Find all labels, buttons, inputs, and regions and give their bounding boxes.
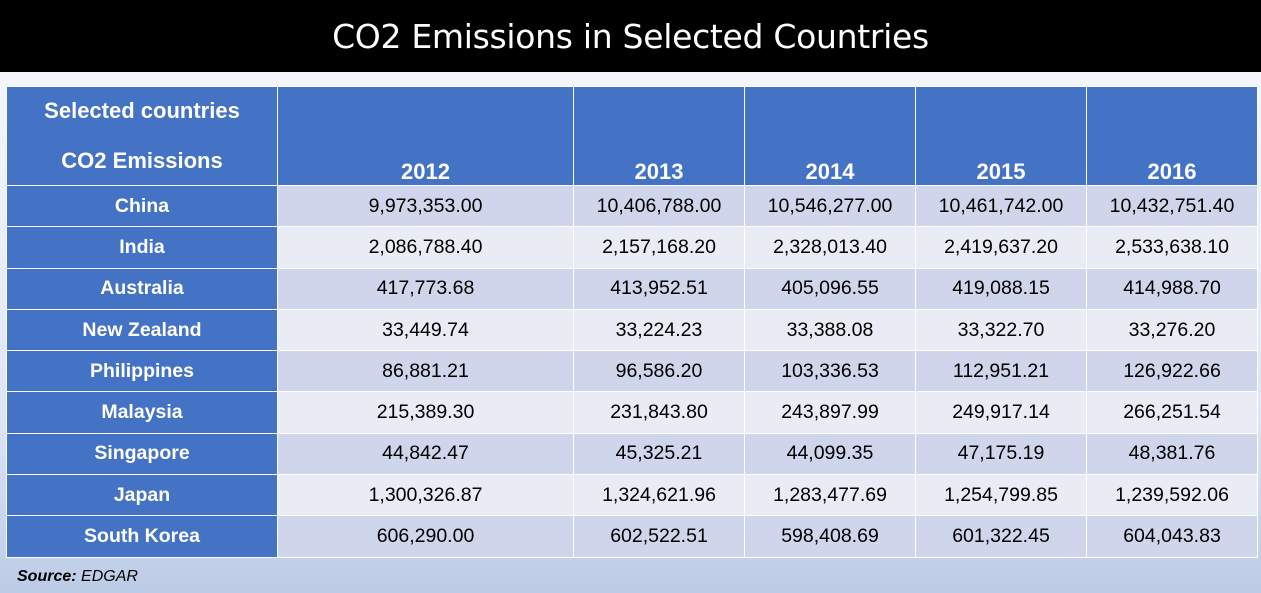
- value-cell: 33,276.20: [1086, 308, 1258, 352]
- value-cell: 45,325.21: [573, 432, 745, 476]
- value-cell: 44,099.35: [744, 432, 916, 476]
- value-cell: 249,917.14: [915, 391, 1087, 434]
- value-cell: 33,322.70: [915, 308, 1087, 352]
- table-row: India 2,086,788.40 2,157,168.20 2,328,013.4…: [6, 226, 1258, 269]
- country-cell: China: [6, 184, 278, 228]
- value-cell: 48,381.76: [1086, 432, 1258, 476]
- value-cell: 96,586.20: [573, 350, 745, 393]
- value-cell: 33,449.74: [277, 308, 574, 352]
- value-cell: 1,254,799.85: [915, 474, 1087, 517]
- table-row: Australia 417,773.68 413,952.51 405,096.55 4…: [6, 267, 1258, 310]
- country-cell: New Zealand: [6, 308, 278, 352]
- country-cell: Malaysia: [6, 391, 278, 434]
- value-cell: 417,773.68: [277, 267, 574, 310]
- year-header-2014: 2014: [744, 86, 916, 186]
- emissions-table: Selected countries CO2 Emissions 2012 201…: [6, 86, 1258, 558]
- value-cell: 2,157,168.20: [573, 226, 745, 269]
- table-row: Philippines 86,881.21 96,586.20 103,336.53 1…: [6, 350, 1258, 393]
- value-cell: 231,843.80: [573, 391, 745, 434]
- value-cell: 2,533,638.10: [1086, 226, 1258, 269]
- table-row: Malaysia 215,389.30 231,843.80 243,897.99 24…: [6, 391, 1258, 434]
- value-cell: 1,300,326.87: [277, 474, 574, 517]
- country-cell: South Korea: [6, 515, 278, 558]
- table-row: China 9,973,353.00 10,406,788.00 10,546,277…: [6, 184, 1258, 228]
- country-cell: India: [6, 226, 278, 269]
- value-cell: 9,973,353.00: [277, 184, 574, 228]
- value-cell: 1,324,621.96: [573, 474, 745, 517]
- value-cell: 1,283,477.69: [744, 474, 916, 517]
- value-cell: 419,088.15: [915, 267, 1087, 310]
- country-cell: Singapore: [6, 432, 278, 476]
- value-cell: 266,251.54: [1086, 391, 1258, 434]
- year-header-2015: 2015: [915, 86, 1087, 186]
- value-cell: 33,224.23: [573, 308, 745, 352]
- corner-header-line2: CO2 Emissions: [61, 148, 223, 173]
- table-header-row: Selected countries CO2 Emissions 2012 201…: [6, 86, 1258, 186]
- value-cell: 10,432,751.40: [1086, 184, 1258, 228]
- table-row: Japan 1,300,326.87 1,324,621.96 1,283,477.6…: [6, 474, 1258, 517]
- value-cell: 10,546,277.00: [744, 184, 916, 228]
- corner-header-line1: Selected countries: [44, 98, 240, 123]
- value-cell: 215,389.30: [277, 391, 574, 434]
- value-cell: 33,388.08: [744, 308, 916, 352]
- year-header-2013: 2013: [573, 86, 745, 186]
- year-header-2012: 2012: [277, 86, 574, 186]
- value-cell: 1,239,592.06: [1086, 474, 1258, 517]
- value-cell: 604,043.83: [1086, 515, 1258, 558]
- value-cell: 112,951.21: [915, 350, 1087, 393]
- value-cell: 47,175.19: [915, 432, 1087, 476]
- value-cell: 602,522.51: [573, 515, 745, 558]
- value-cell: 606,290.00: [277, 515, 574, 558]
- value-cell: 86,881.21: [277, 350, 574, 393]
- source-value: EDGAR: [81, 568, 138, 585]
- value-cell: 2,328,013.40: [744, 226, 916, 269]
- table-row: New Zealand 33,449.74 33,224.23 33,388.08 33…: [6, 308, 1258, 352]
- value-cell: 2,086,788.40: [277, 226, 574, 269]
- table-row: Singapore 44,842.47 45,325.21 44,099.35 47,1…: [6, 432, 1258, 476]
- source-note: Source: EDGAR: [17, 568, 138, 586]
- table-row: South Korea 606,290.00 602,522.51 598,408.6…: [6, 515, 1258, 558]
- value-cell: 103,336.53: [744, 350, 916, 393]
- value-cell: 10,461,742.00: [915, 184, 1087, 228]
- page-title: CO2 Emissions in Selected Countries: [332, 16, 929, 56]
- country-cell: Philippines: [6, 350, 278, 393]
- value-cell: 2,419,637.20: [915, 226, 1087, 269]
- corner-header-cell: Selected countries CO2 Emissions: [6, 86, 278, 186]
- value-cell: 601,322.45: [915, 515, 1087, 558]
- value-cell: 413,952.51: [573, 267, 745, 310]
- value-cell: 126,922.66: [1086, 350, 1258, 393]
- value-cell: 405,096.55: [744, 267, 916, 310]
- value-cell: 414,988.70: [1086, 267, 1258, 310]
- value-cell: 243,897.99: [744, 391, 916, 434]
- source-label: Source:: [17, 568, 77, 585]
- value-cell: 44,842.47: [277, 432, 574, 476]
- country-cell: Australia: [6, 267, 278, 310]
- table-body: China 9,973,353.00 10,406,788.00 10,546,277…: [6, 184, 1258, 558]
- title-bar: CO2 Emissions in Selected Countries: [0, 0, 1261, 72]
- value-cell: 598,408.69: [744, 515, 916, 558]
- value-cell: 10,406,788.00: [573, 184, 745, 228]
- year-header-2016: 2016: [1086, 86, 1258, 186]
- country-cell: Japan: [6, 474, 278, 517]
